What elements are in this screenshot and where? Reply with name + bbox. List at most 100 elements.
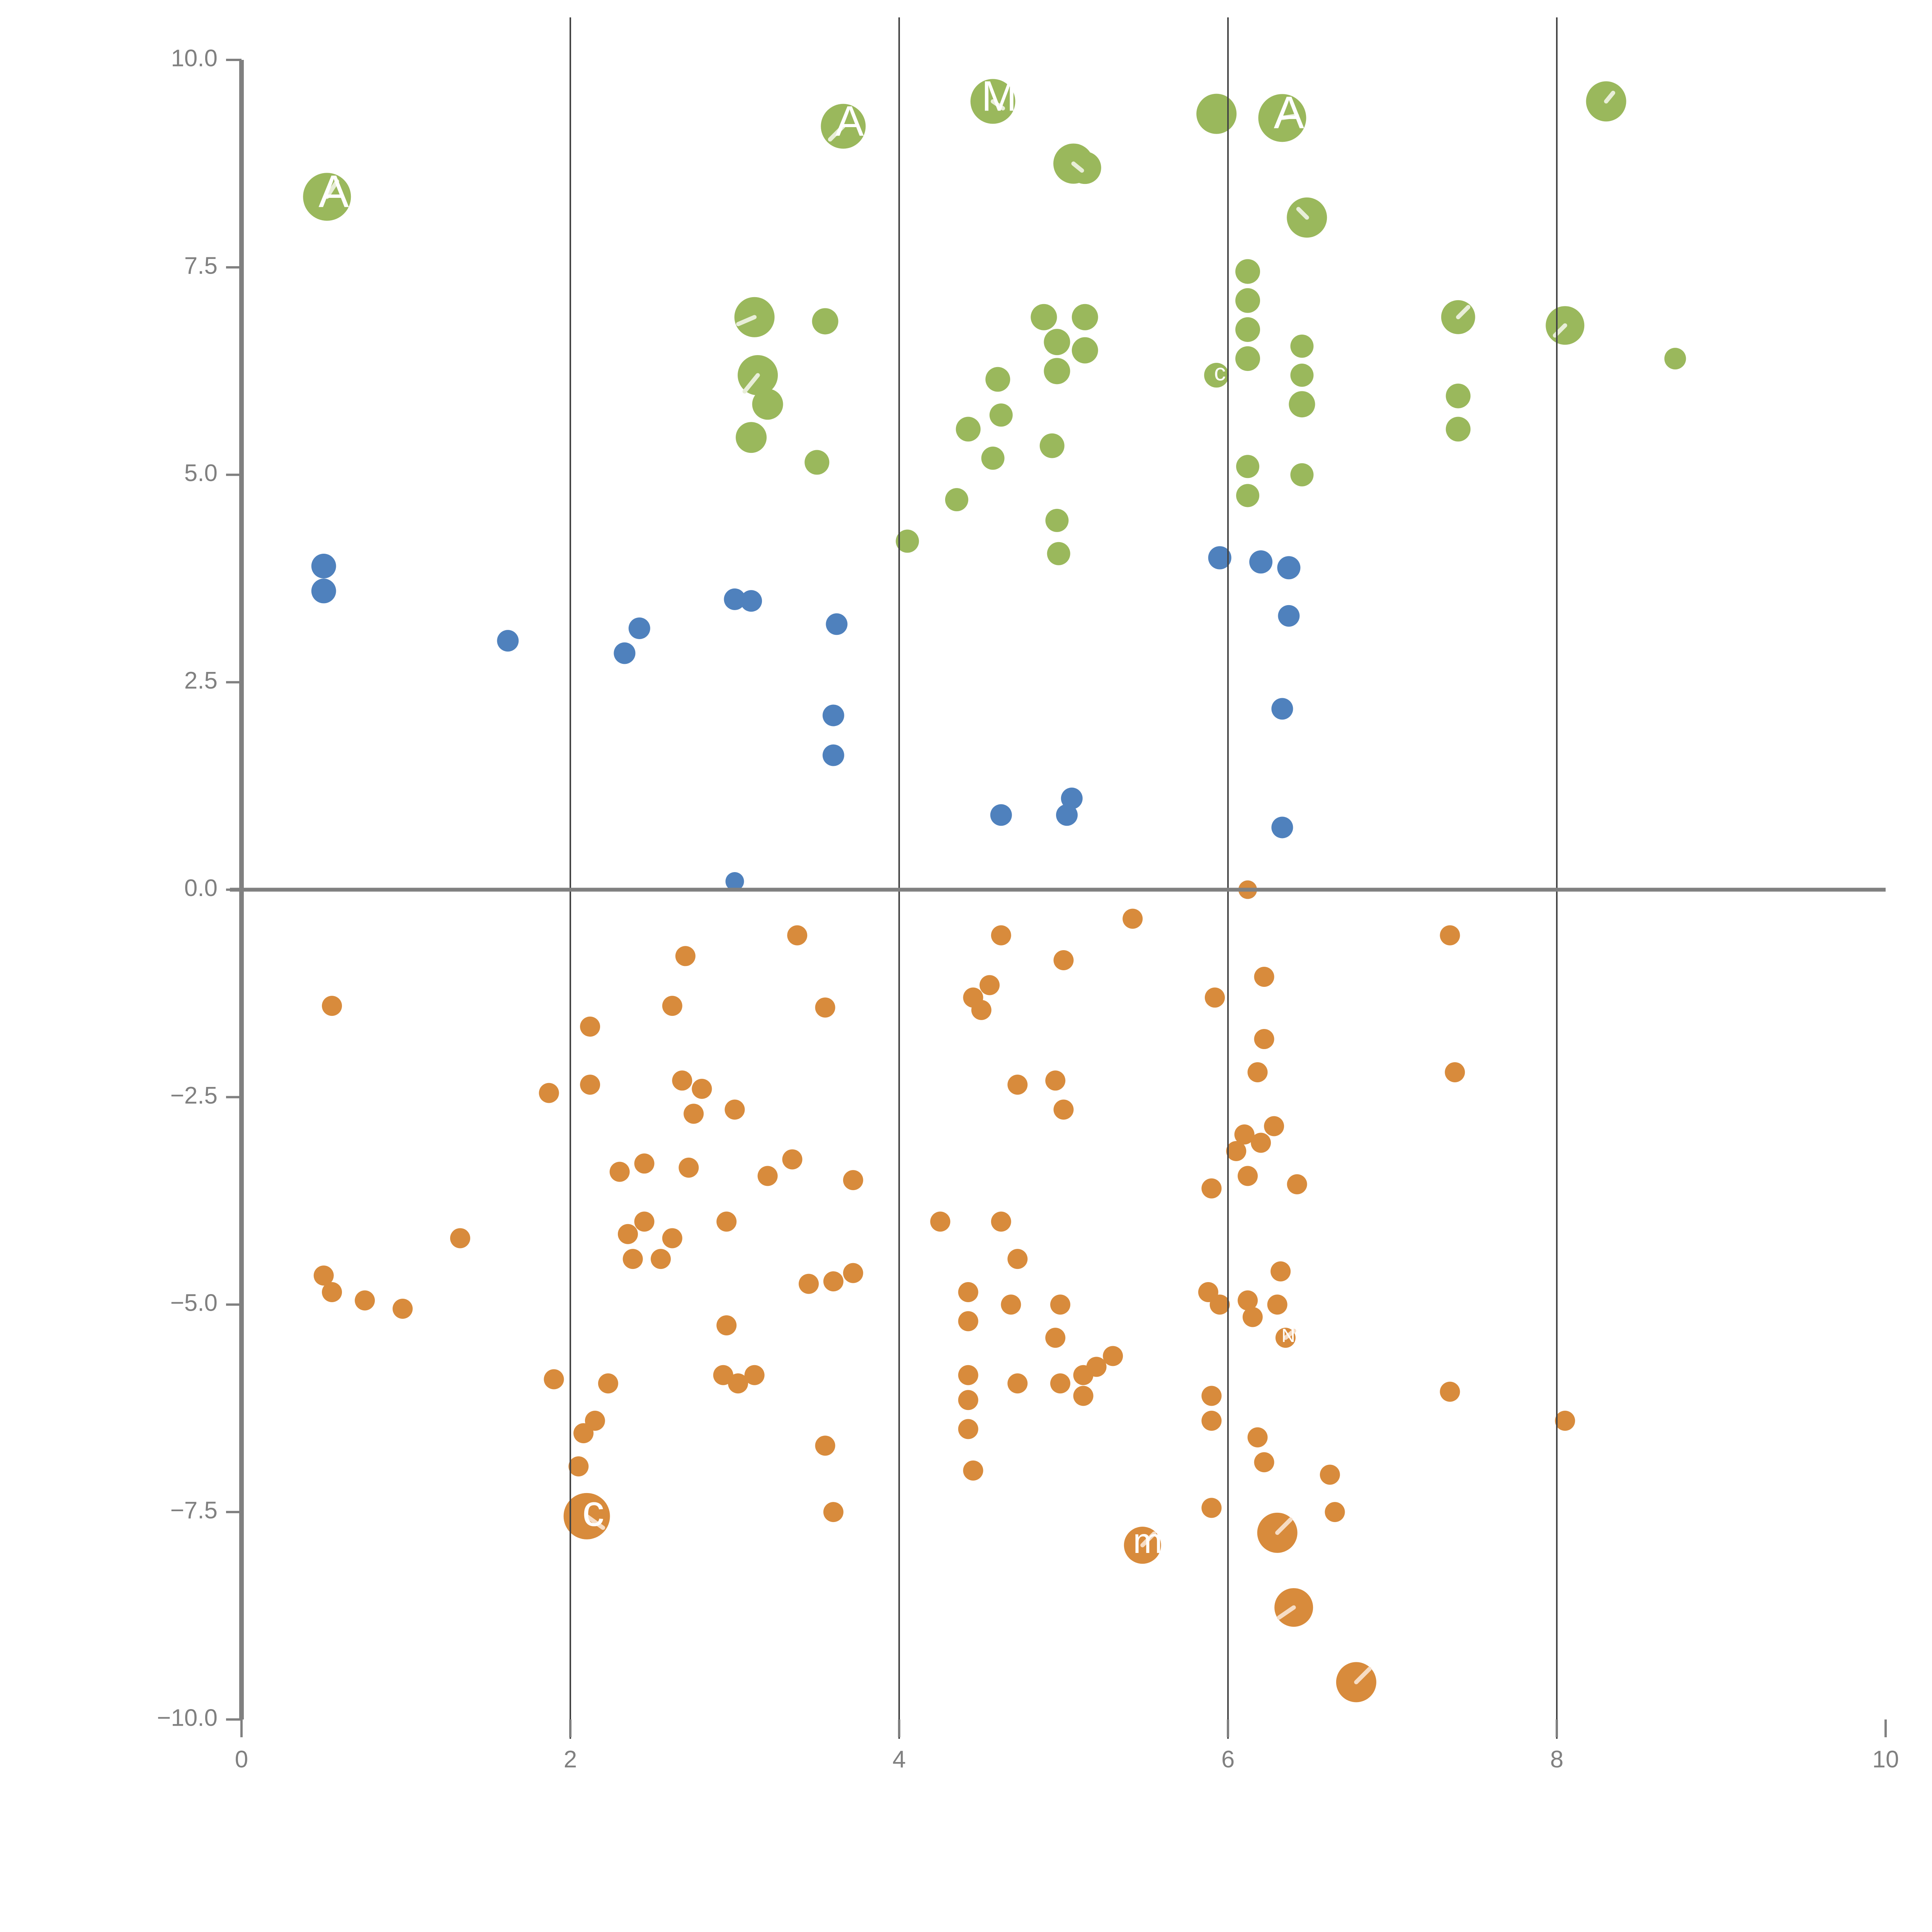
data-point-orange[interactable] xyxy=(662,1228,682,1248)
data-point-orange[interactable] xyxy=(1270,1261,1291,1282)
data-point-orange[interactable] xyxy=(392,1298,413,1319)
data-point-orange[interactable] xyxy=(1050,1294,1070,1315)
data-point-green[interactable] xyxy=(752,389,783,420)
data-point-green[interactable] xyxy=(1289,391,1315,418)
data-point-orange[interactable] xyxy=(634,1153,655,1174)
data-point-orange[interactable] xyxy=(662,996,682,1016)
data-point-blue[interactable] xyxy=(724,588,746,610)
data-point-orange[interactable] xyxy=(724,1099,745,1120)
data-point-orange[interactable] xyxy=(1103,1346,1123,1366)
data-point-orange[interactable] xyxy=(843,1263,863,1283)
data-point-orange[interactable] xyxy=(568,1456,589,1477)
data-point-green[interactable] xyxy=(1196,94,1237,134)
data-point-orange[interactable] xyxy=(971,1000,992,1020)
data-point-orange[interactable] xyxy=(1254,1452,1274,1473)
data-point-orange[interactable] xyxy=(1226,1141,1247,1161)
data-point-blue[interactable] xyxy=(311,578,336,604)
data-point-orange[interactable] xyxy=(580,1075,600,1095)
data-point-green[interactable] xyxy=(1045,509,1069,532)
data-point-orange[interactable] xyxy=(991,1211,1011,1232)
data-point-orange[interactable] xyxy=(1045,1328,1066,1348)
data-point-orange[interactable] xyxy=(958,1419,978,1439)
data-point-blue[interactable] xyxy=(1278,605,1300,627)
data-point-orange[interactable] xyxy=(843,1170,863,1190)
data-point-orange[interactable] xyxy=(815,997,835,1018)
data-point-orange[interactable] xyxy=(716,1211,737,1232)
data-point-orange[interactable] xyxy=(798,1274,819,1294)
data-point-orange[interactable] xyxy=(787,925,808,946)
data-point-orange[interactable] xyxy=(1440,925,1460,946)
data-point-orange[interactable] xyxy=(634,1211,655,1232)
data-point-blue[interactable] xyxy=(497,630,519,652)
data-point-blue[interactable] xyxy=(311,553,336,578)
data-point-blue[interactable] xyxy=(826,613,848,635)
data-point-green[interactable] xyxy=(1235,259,1260,284)
data-point-orange[interactable] xyxy=(355,1290,375,1311)
data-point-orange[interactable] xyxy=(963,1460,983,1481)
data-point-orange[interactable] xyxy=(1251,1133,1271,1153)
data-point-blue[interactable] xyxy=(1271,816,1293,838)
data-point-orange[interactable] xyxy=(823,1502,844,1522)
data-point-orange[interactable] xyxy=(322,1282,342,1303)
data-point-green[interactable] xyxy=(1039,433,1065,458)
data-point-orange[interactable] xyxy=(782,1149,803,1170)
data-point-orange[interactable] xyxy=(539,1083,559,1103)
data-point-orange[interactable] xyxy=(692,1078,712,1099)
data-point-orange[interactable] xyxy=(958,1390,978,1410)
data-point-orange[interactable] xyxy=(1320,1464,1340,1485)
data-point-orange[interactable] xyxy=(1247,1427,1268,1447)
data-point-orange[interactable] xyxy=(651,1249,671,1269)
data-point-orange[interactable] xyxy=(1201,1498,1222,1518)
data-point-orange[interactable] xyxy=(1267,1294,1287,1315)
data-point-orange[interactable] xyxy=(1053,1099,1074,1120)
data-point-orange[interactable] xyxy=(672,1070,692,1091)
data-point-orange[interactable] xyxy=(1201,1410,1222,1431)
data-point-blue[interactable] xyxy=(822,744,844,766)
data-point-orange[interactable] xyxy=(684,1104,704,1124)
data-point-orange[interactable] xyxy=(1254,966,1274,987)
data-point-orange[interactable] xyxy=(585,1410,605,1431)
data-point-orange[interactable] xyxy=(679,1157,699,1178)
data-point-orange[interactable] xyxy=(622,1249,643,1269)
data-point-orange[interactable] xyxy=(757,1166,778,1186)
data-point-orange[interactable] xyxy=(322,996,342,1016)
data-point-orange[interactable] xyxy=(1238,1290,1258,1311)
data-point-green[interactable] xyxy=(1235,346,1260,371)
data-point-blue[interactable] xyxy=(1271,698,1293,720)
data-point-orange[interactable] xyxy=(1445,1062,1465,1082)
data-point-orange[interactable] xyxy=(1555,1410,1575,1431)
data-point-orange[interactable] xyxy=(744,1365,765,1385)
data-point-green[interactable] xyxy=(1071,304,1098,330)
data-point-orange[interactable] xyxy=(1234,1124,1255,1145)
data-point-orange[interactable] xyxy=(1254,1029,1274,1049)
data-point-green[interactable] xyxy=(1290,364,1314,387)
data-point-blue[interactable] xyxy=(1061,787,1083,810)
data-point-green[interactable] xyxy=(1031,304,1057,330)
data-point-orange[interactable] xyxy=(1007,1373,1028,1394)
data-point-orange[interactable] xyxy=(823,1271,844,1292)
data-point-orange[interactable] xyxy=(1209,1294,1230,1315)
data-point-blue[interactable] xyxy=(990,804,1012,826)
data-point-orange[interactable] xyxy=(598,1373,618,1394)
data-point-orange[interactable] xyxy=(544,1369,564,1389)
data-point-green[interactable] xyxy=(896,529,919,553)
data-point-green[interactable] xyxy=(1664,348,1686,370)
data-point-green[interactable] xyxy=(812,308,838,335)
data-point-orange[interactable] xyxy=(313,1265,334,1286)
data-point-orange[interactable] xyxy=(991,925,1011,946)
data-point-orange[interactable] xyxy=(1086,1357,1107,1377)
data-point-green[interactable] xyxy=(1236,484,1260,507)
data-point-blue[interactable] xyxy=(628,617,650,639)
data-point-green[interactable] xyxy=(1290,334,1314,358)
data-point-orange[interactable] xyxy=(609,1162,630,1182)
data-point-green[interactable] xyxy=(1044,358,1070,384)
data-point-orange[interactable] xyxy=(1325,1502,1345,1522)
data-point-blue[interactable] xyxy=(1277,556,1301,580)
data-point-blue[interactable] xyxy=(822,704,844,726)
data-point-orange[interactable] xyxy=(1201,1386,1222,1406)
data-point-orange[interactable] xyxy=(728,1373,748,1394)
data-point-blue[interactable] xyxy=(1249,550,1273,574)
data-point-green[interactable] xyxy=(1290,463,1314,486)
data-point-green[interactable] xyxy=(1071,337,1098,364)
